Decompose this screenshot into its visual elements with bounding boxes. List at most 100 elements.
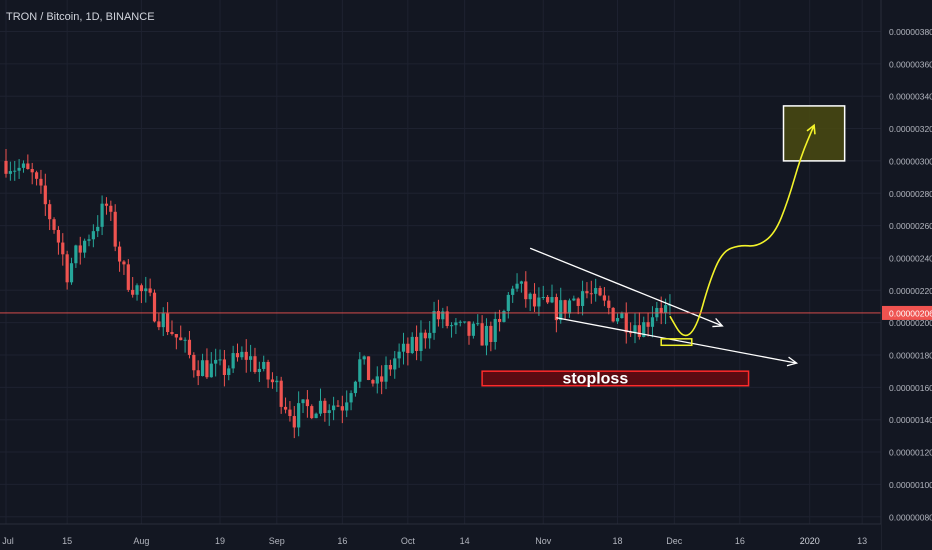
candle-body (511, 288, 515, 295)
candle-body (650, 317, 655, 327)
candle-body (166, 313, 170, 333)
candle-body (637, 325, 641, 337)
time-tick-label: Dec (666, 536, 683, 546)
trendline-upper-head (712, 318, 724, 328)
candle-body (318, 400, 323, 414)
candle-body (576, 298, 580, 306)
candle-body (550, 297, 554, 303)
trendline-lower (556, 317, 797, 364)
forecast-arrow-head (806, 123, 816, 135)
candle-body (345, 402, 349, 411)
candle-body (227, 368, 231, 375)
price-tick-label: 0.00000120 (889, 448, 932, 458)
price-tick-label: 0.00000180 (889, 351, 932, 361)
time-tick-label: 16 (337, 536, 347, 546)
candle-body (283, 406, 288, 410)
price-tick-label: 0.00000360 (889, 59, 932, 69)
time-tick-label: Nov (535, 536, 552, 546)
candle-body (380, 376, 384, 382)
candle-body (196, 370, 200, 377)
candle-body (663, 305, 668, 313)
candle-body (585, 291, 589, 294)
candle-body (428, 332, 432, 339)
candle-body (327, 410, 331, 414)
entry-box (660, 338, 693, 347)
candle-body (275, 380, 279, 383)
candle-body (340, 406, 344, 411)
time-tick-label: 18 (613, 536, 623, 546)
candle-body (532, 293, 537, 307)
time-tick-label: Sep (269, 536, 285, 546)
candle-body (279, 380, 283, 407)
candle-body (401, 343, 406, 352)
candle-body (96, 226, 100, 232)
time-tick-label: 15 (62, 536, 72, 546)
candle-body (471, 323, 475, 336)
candle-body (13, 170, 17, 172)
candle-body (174, 333, 178, 338)
candle-body (615, 318, 620, 322)
candle-body (113, 211, 117, 247)
price-tick-label: 0.00000260 (889, 221, 932, 231)
candle-body (598, 288, 602, 296)
candle-body (100, 203, 104, 227)
candle-body (214, 359, 218, 364)
candle-body (589, 293, 593, 295)
candle-body (620, 313, 624, 319)
candle-body (179, 337, 183, 341)
price-tick-label: 0.00000160 (889, 383, 932, 393)
candle-body (537, 297, 541, 307)
candle-body (419, 332, 423, 351)
candle-body (131, 289, 135, 295)
candle-body (17, 167, 21, 171)
candle-body (65, 254, 69, 283)
candle-body (580, 291, 585, 306)
candle-body (56, 229, 61, 243)
candle-body (393, 358, 397, 370)
candle-body (506, 294, 510, 311)
candle-body (104, 203, 109, 206)
candle-body (502, 310, 506, 322)
time-tick-label: 14 (460, 536, 470, 546)
candle-body (559, 300, 563, 321)
candle-body (323, 400, 327, 414)
price-tick-label: 0.00000320 (889, 124, 932, 134)
price-tick-label: 0.00000240 (889, 253, 932, 263)
candle-body (594, 288, 598, 294)
current-price-label: 0.00000206 (889, 308, 932, 318)
candle-body (187, 339, 192, 355)
candle-body (91, 231, 95, 240)
candle-body (222, 359, 226, 375)
price-tick-label: 0.00000380 (889, 27, 932, 37)
candle-body (528, 293, 532, 300)
symbol-title: TRON / Bitcoin, 1D, BINANCE (6, 11, 155, 23)
candle-body (310, 406, 314, 419)
candle-body (449, 325, 454, 327)
candle-body (253, 356, 257, 373)
candle-body (646, 322, 650, 327)
candle-body (257, 368, 261, 373)
candle-body (432, 311, 436, 333)
candle-body (384, 365, 388, 382)
candle-body (34, 172, 39, 179)
candle-body (554, 297, 558, 321)
candle-body (493, 318, 497, 342)
candle-body (454, 322, 458, 326)
candle-body (139, 285, 144, 292)
stoploss-zone (481, 370, 750, 387)
candle-body (642, 322, 646, 337)
candle-body (231, 353, 235, 369)
price-axis[interactable]: 0.00000380 0.00000360 0.00000340 0.00000320… (880, 0, 932, 550)
candle-body (161, 313, 165, 328)
candle-body (30, 168, 34, 173)
candle-body (126, 264, 130, 290)
candle-body (200, 360, 205, 377)
candle-body (122, 261, 126, 265)
stoploss-label: stoploss (562, 371, 628, 388)
candle-body (406, 343, 410, 354)
candle-body (301, 399, 305, 404)
time-axis[interactable]: Jul 15 Aug 19 Sep 16 Oct 14 Nov 18 Dec 16 2020 13 (0, 523, 881, 550)
candle-body (546, 296, 550, 303)
